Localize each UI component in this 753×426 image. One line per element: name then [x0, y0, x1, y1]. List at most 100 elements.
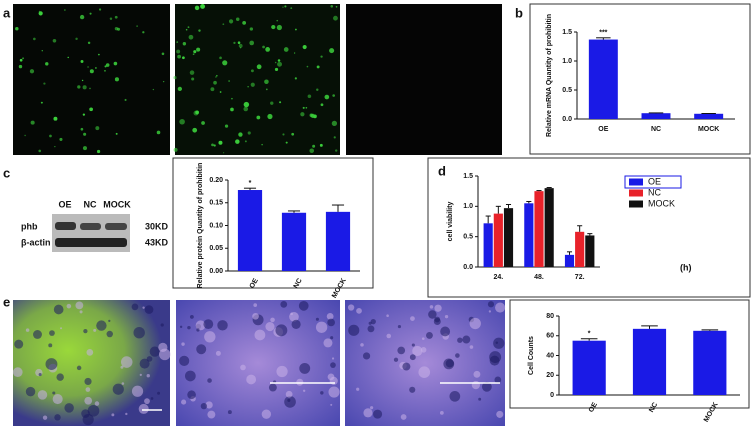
stain-spot — [493, 337, 505, 349]
cell-spot — [83, 132, 87, 136]
cell-spot — [237, 41, 241, 44]
bar — [281, 212, 307, 271]
cell-spot — [98, 53, 100, 56]
stain-spot — [217, 320, 228, 331]
stain-spot — [418, 366, 431, 378]
stain-spot — [131, 303, 139, 311]
cell-spot — [274, 67, 279, 72]
legend-swatch — [629, 189, 643, 197]
cell-spot — [113, 61, 118, 66]
stain-spot — [195, 320, 206, 331]
cell-spot — [24, 134, 26, 137]
panel-label: b — [515, 5, 523, 20]
bar — [534, 191, 544, 267]
stain-spot — [440, 326, 451, 337]
cell-spot — [247, 86, 249, 88]
cell-spot — [82, 146, 87, 151]
stain-spot — [76, 365, 82, 371]
cell-spot — [243, 106, 249, 112]
chart-frame — [427, 157, 751, 298]
cell-spot — [43, 82, 46, 85]
cell-spot — [316, 65, 320, 69]
cell-spot — [306, 65, 309, 68]
stain-spot — [348, 324, 360, 336]
cell-spot — [333, 136, 336, 139]
cell-spot — [22, 57, 25, 60]
stain-spot — [373, 409, 383, 419]
cell-spot — [114, 15, 118, 19]
x-tick-label: 72. — [575, 274, 585, 281]
cell-spot — [176, 41, 179, 43]
stain-spot — [327, 318, 335, 327]
stain-spot — [181, 342, 185, 346]
stain-spot — [495, 341, 499, 345]
cell-spot — [45, 62, 49, 66]
stain-spot — [49, 330, 55, 336]
error-bar — [243, 187, 257, 191]
cell-spot — [95, 126, 100, 131]
stain-spot — [347, 304, 355, 311]
stain-spot — [120, 365, 124, 369]
cell-spot — [182, 42, 187, 46]
error-bar — [526, 200, 532, 204]
stain-spot — [409, 386, 416, 393]
cell-spot — [264, 79, 269, 85]
cell-spot — [210, 87, 215, 92]
stain-spot — [205, 401, 213, 409]
y-tick-label: 40 — [546, 352, 554, 359]
stain-spot — [106, 330, 113, 338]
stain-spot — [315, 317, 319, 321]
x-tick-label: OE — [249, 277, 260, 290]
cell-spot — [320, 55, 323, 58]
stain-spot — [187, 325, 191, 330]
blot-band — [55, 222, 76, 230]
bar — [641, 113, 671, 119]
stain-spot — [489, 355, 500, 366]
cell-spot — [335, 5, 338, 8]
y-tick-label: 80 — [546, 313, 554, 320]
y-tick-label: 0.5 — [562, 87, 572, 94]
cell-spot — [324, 94, 330, 100]
stain-spot — [42, 415, 48, 420]
stain-spot — [12, 367, 23, 377]
stain-spot — [488, 310, 492, 313]
stain-spot — [25, 328, 30, 332]
stain-spot — [160, 323, 164, 327]
cell-spot — [64, 9, 66, 11]
cell-spot — [312, 144, 316, 148]
stain-spot — [367, 325, 375, 333]
cell-spot — [80, 59, 84, 63]
stain-spot — [227, 410, 232, 415]
error-bar — [596, 37, 611, 40]
stain-spot — [108, 319, 111, 322]
cell-spot — [201, 121, 205, 125]
stain-spot — [426, 331, 433, 339]
stain-spot — [469, 317, 481, 330]
cell-spot — [249, 27, 254, 31]
cell-spot — [305, 106, 308, 109]
cell-spot — [89, 107, 93, 112]
stain-spot — [280, 300, 288, 308]
cell-spot — [38, 10, 41, 13]
error-bar — [331, 204, 345, 212]
stain-spot — [196, 328, 200, 332]
error-bar — [485, 215, 491, 224]
size-label: 43KD — [145, 237, 169, 247]
x-tick-label: MOCK — [703, 401, 720, 423]
cell-spot — [41, 50, 43, 52]
y-tick-label: 0.15 — [209, 200, 223, 207]
fluorescence-image — [175, 4, 340, 155]
cell-spot — [152, 88, 155, 91]
cell-spot — [179, 118, 185, 125]
stain-spot — [397, 346, 406, 355]
cell-spot — [195, 110, 200, 115]
stain-spot — [246, 374, 257, 385]
cell-spot — [265, 47, 271, 52]
x-tick-label: 48. — [534, 274, 544, 281]
cell-spot — [192, 127, 198, 133]
x-tick-label: MOCK — [698, 126, 719, 133]
cell-spot — [249, 40, 255, 46]
stain-spot — [84, 377, 92, 386]
stain-spot — [449, 390, 461, 402]
stain-spot — [420, 347, 427, 353]
